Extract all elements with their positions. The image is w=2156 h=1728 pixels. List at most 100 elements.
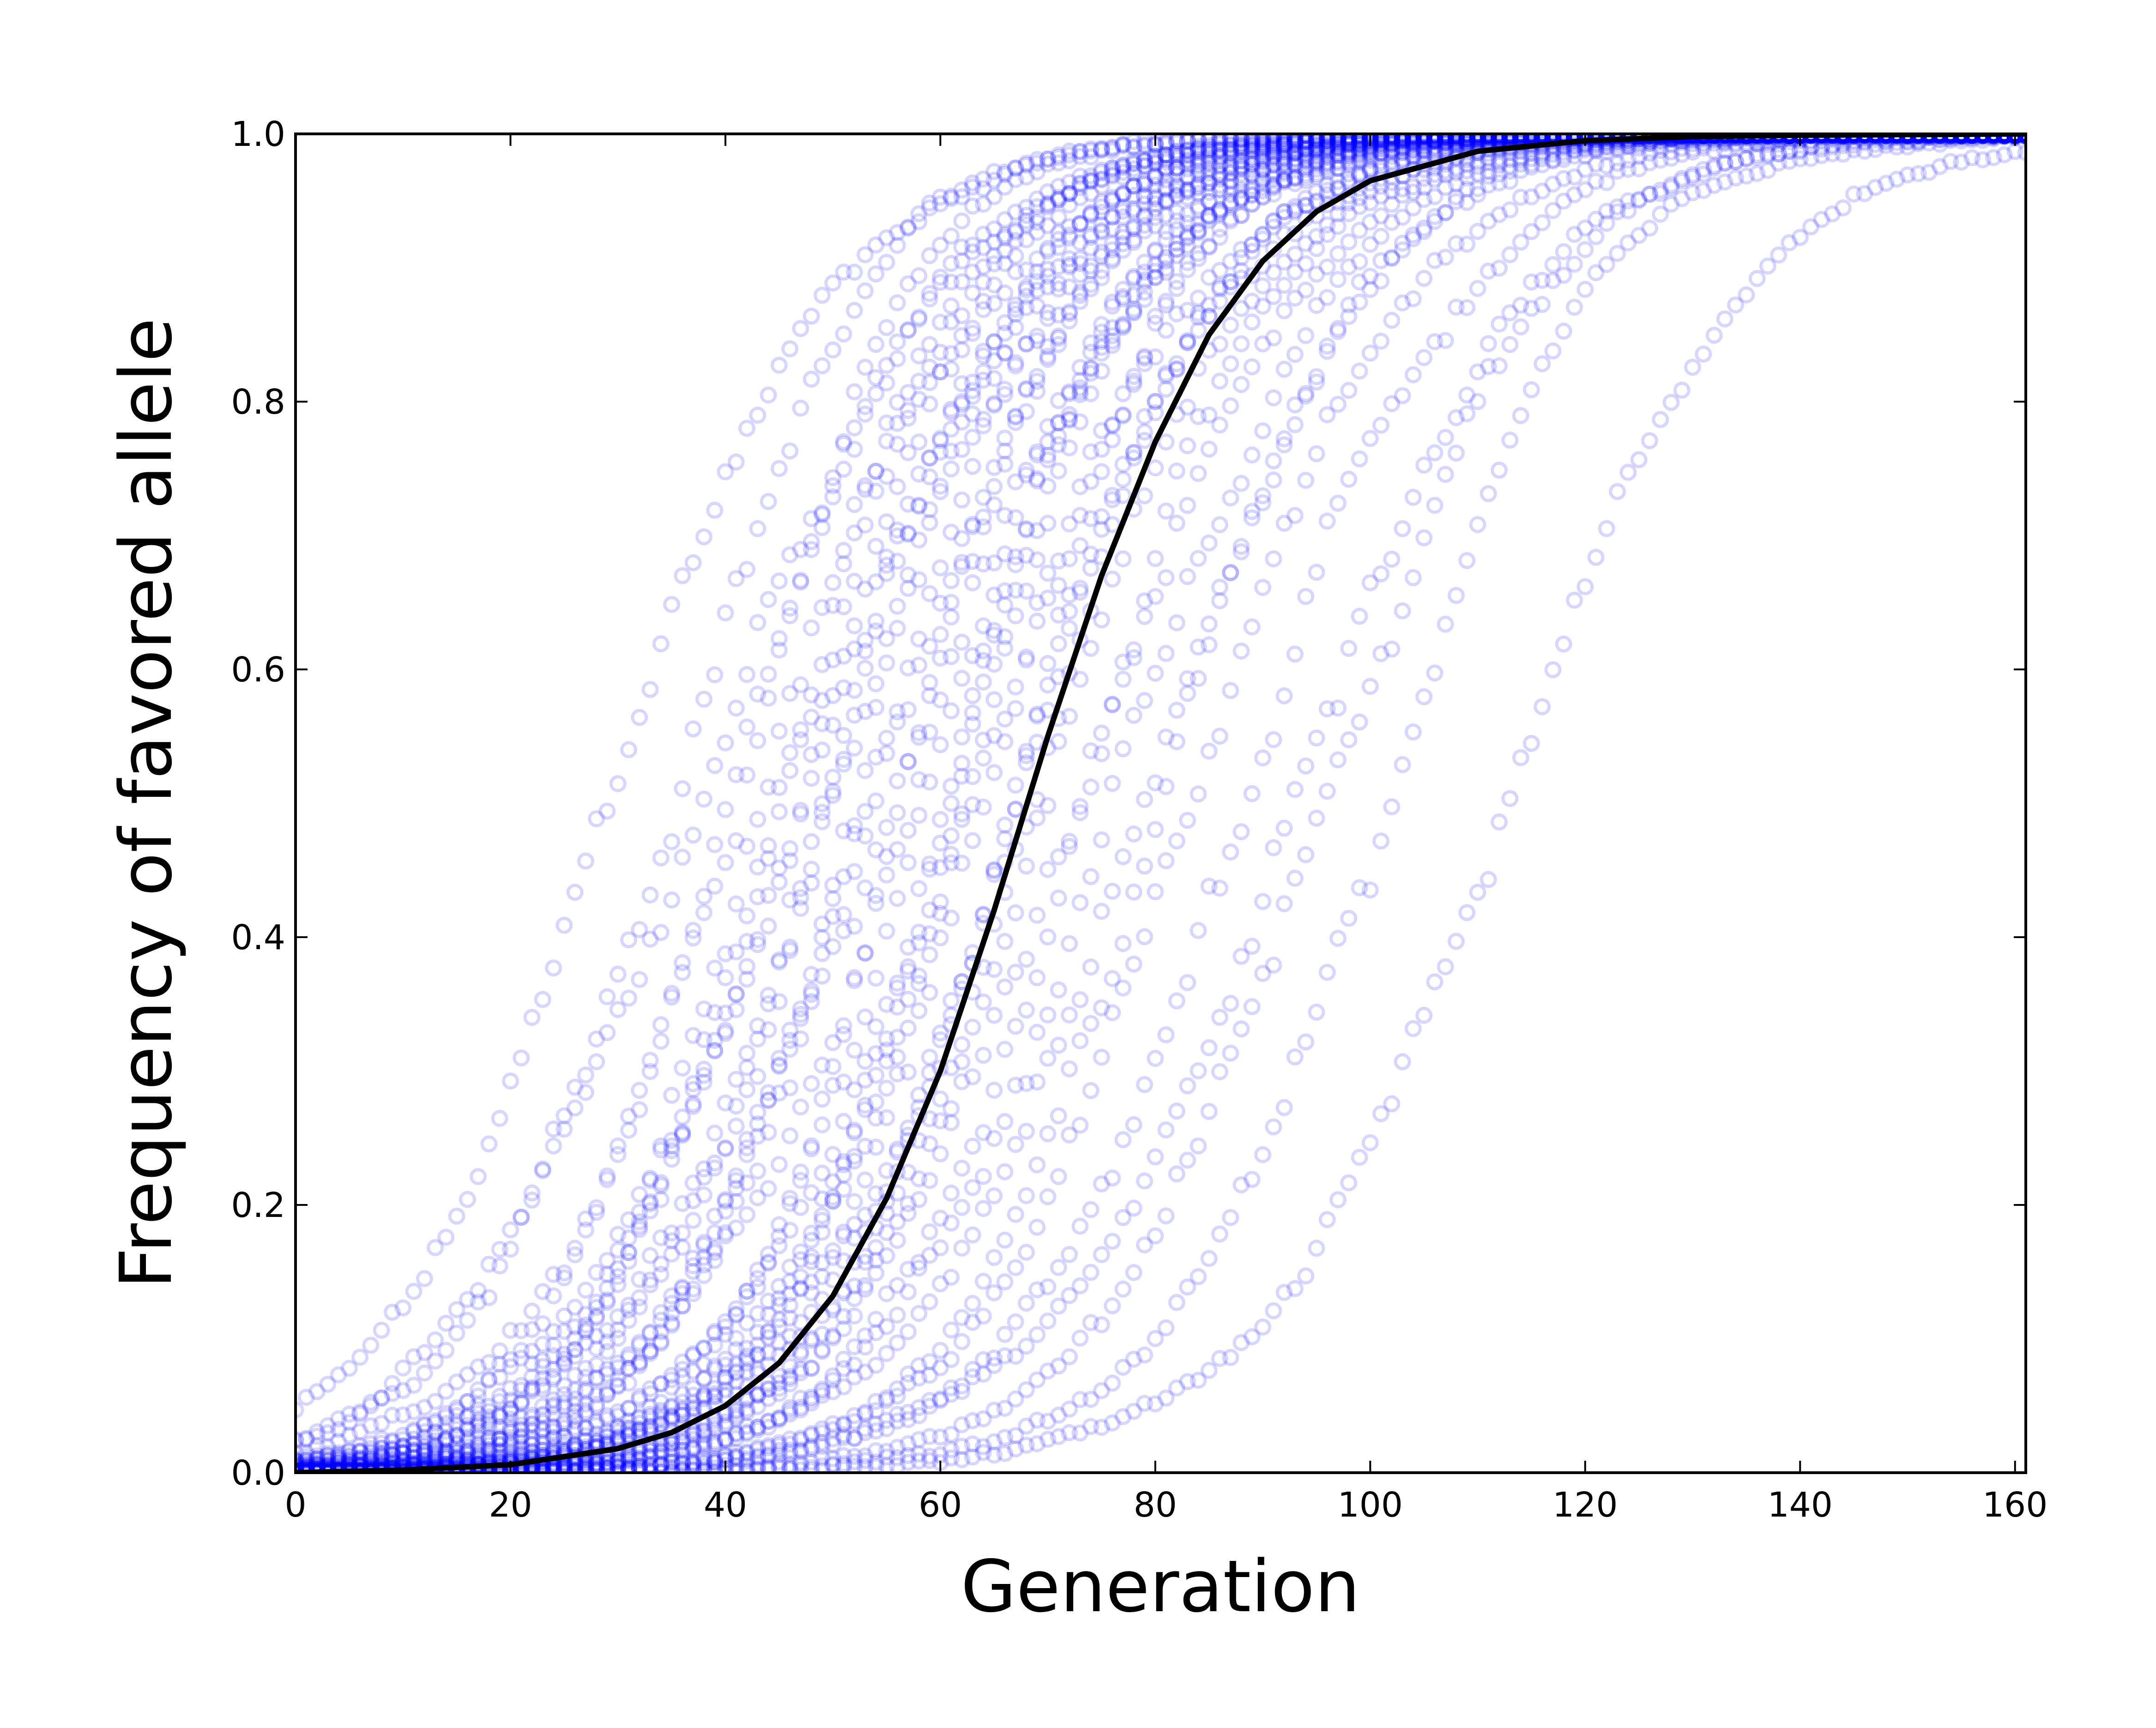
trajectory-point [1996, 134, 2013, 143]
trajectory-point [437, 1405, 455, 1422]
trajectory-point [975, 180, 992, 198]
trajectory-point [556, 1269, 573, 1287]
trajectory-point [1050, 191, 1067, 209]
trajectory-point [695, 904, 713, 921]
trajectory-point [427, 1239, 444, 1256]
trajectory-point [964, 263, 981, 281]
trajectory-point [448, 1399, 465, 1416]
trajectory-point [1028, 151, 1046, 168]
trajectory-point [620, 1108, 637, 1125]
trajectory-point [1018, 154, 1035, 172]
trajectory-point [1963, 134, 1981, 143]
trajectory-point [674, 780, 691, 797]
trajectory-point [340, 1360, 358, 1377]
trajectory-point [427, 1352, 444, 1370]
trajectory-point [835, 433, 852, 451]
trajectory-point [620, 1229, 637, 1247]
trajectory-point [577, 1221, 594, 1239]
trajectory-point [1286, 134, 1304, 145]
trajectory-point [1759, 134, 1776, 143]
trajectory-point [1491, 134, 1508, 145]
trajectory-point [405, 1403, 423, 1421]
trajectory-point [362, 1417, 380, 1434]
trajectory-point [867, 369, 885, 386]
trajectory-point [1824, 134, 1841, 143]
trajectory-point [308, 1451, 326, 1468]
trajectory-point [857, 282, 874, 300]
trajectory-point [824, 488, 842, 506]
trajectory-point [674, 954, 691, 971]
trajectory-point [1501, 134, 1519, 145]
trajectory-point [1211, 135, 1228, 153]
trajectory-point [663, 891, 681, 909]
trajectory-point [1534, 134, 1551, 143]
trajectory-point [502, 1380, 519, 1397]
trajectory-point [437, 1383, 455, 1400]
trajectory-point [824, 477, 842, 494]
trajectory-point [545, 1287, 562, 1305]
trajectory-point [1512, 134, 1529, 145]
trajectory-point [738, 420, 755, 437]
trajectory-point [373, 1415, 390, 1432]
trajectory-point [749, 732, 767, 749]
trajectory-point [1394, 134, 1411, 145]
trajectory-point [727, 895, 745, 913]
trajectory-point [770, 356, 788, 374]
trajectory-point [513, 1209, 530, 1226]
trajectory-point [953, 273, 971, 290]
trajectory-point [760, 778, 777, 796]
trajectory-point [684, 1027, 702, 1044]
trajectory-point [319, 1417, 337, 1434]
trajectory-point [416, 1415, 433, 1433]
trajectory-point [717, 945, 734, 963]
trajectory-point [1265, 134, 1282, 145]
trajectory-point [1222, 140, 1239, 158]
trajectory-point [1329, 134, 1347, 147]
trajectory-point [545, 1120, 562, 1138]
trajectory-point [900, 218, 917, 236]
trajectory-point [1404, 134, 1422, 143]
trajectory-point [1039, 183, 1057, 200]
trajectory-point [1501, 134, 1519, 146]
trajectory-point [835, 435, 852, 453]
trajectory-point [910, 310, 928, 328]
trajectory-point [1448, 134, 1465, 146]
trajectory-point [975, 195, 992, 213]
trajectory-point [975, 170, 992, 188]
trajectory-point [534, 1352, 551, 1369]
trajectory-point [588, 1204, 605, 1221]
trajectory-point [652, 635, 670, 652]
trajectory-point [1275, 134, 1293, 149]
trajectory-point [534, 1162, 551, 1180]
trajectory-point [996, 166, 1014, 183]
trajectory-point [1469, 134, 1486, 143]
trajectory-point [1243, 134, 1261, 146]
trajectory-point [1394, 134, 1411, 147]
trajectory-point [1071, 179, 1089, 196]
trajectory-point [362, 1444, 380, 1462]
trajectory-point [1265, 134, 1282, 145]
trajectory-point [1222, 134, 1239, 145]
trajectory-point [491, 1355, 508, 1373]
trajectory-point [867, 385, 885, 402]
trajectory-point [953, 253, 971, 270]
trajectory-point [556, 1264, 573, 1282]
trajectory-point [900, 384, 917, 401]
trajectory-point [910, 308, 928, 326]
trajectory-point [1351, 134, 1368, 148]
trajectory-point [609, 775, 627, 792]
trajectory-point [1770, 134, 1788, 143]
trajectory-point [1985, 134, 2002, 143]
trajectory-point [684, 921, 702, 939]
trajectory-point [1845, 134, 1863, 143]
trajectory-point [1770, 134, 1788, 143]
trajectory-point [1426, 134, 1443, 143]
trajectory-point [1104, 138, 1121, 156]
trajectory-point [308, 1383, 326, 1400]
trajectory-point [921, 247, 938, 265]
trajectory-point [1039, 196, 1057, 213]
trajectory-point [1200, 134, 1218, 146]
trajectory-point [931, 269, 949, 286]
trajectory-point [1265, 134, 1282, 149]
trajectory-point [749, 614, 767, 631]
